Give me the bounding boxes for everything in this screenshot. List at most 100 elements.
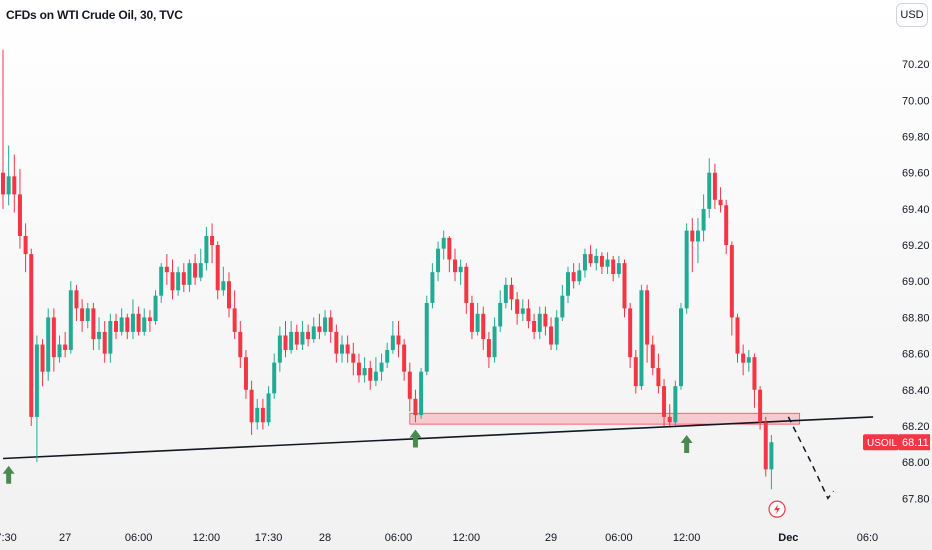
candle xyxy=(436,241,441,282)
candle-body xyxy=(560,295,565,318)
candle xyxy=(356,353,361,383)
price-tag-bg xyxy=(899,434,930,451)
candle-body xyxy=(639,290,644,387)
candle-body xyxy=(718,199,723,206)
candle xyxy=(362,357,367,383)
candle-body xyxy=(147,317,152,322)
candle-body xyxy=(232,308,237,332)
candle xyxy=(662,378,667,426)
support-zone-layer xyxy=(409,412,801,425)
time-tick-label: 12:00 xyxy=(193,532,221,544)
candle xyxy=(707,158,712,218)
price-tick-label: 67.80 xyxy=(902,493,930,505)
candle xyxy=(628,302,633,369)
candle xyxy=(379,353,384,381)
chart-title: CFDs on WTI Crude Oil, 30, TVC xyxy=(6,8,183,22)
candle xyxy=(328,310,333,343)
candle xyxy=(396,321,401,358)
candle-body xyxy=(594,255,599,264)
candle xyxy=(458,259,463,285)
candle xyxy=(221,266,226,296)
candle-body xyxy=(289,331,294,350)
candle-body xyxy=(464,266,469,303)
time-tick-label: 06:00 xyxy=(385,532,413,544)
candle xyxy=(503,277,508,309)
candle-body xyxy=(509,284,514,300)
candle-body xyxy=(673,386,678,423)
candle-body xyxy=(294,331,299,345)
candle-body xyxy=(622,263,627,309)
candle xyxy=(650,335,655,376)
candle xyxy=(724,199,729,255)
candle-body xyxy=(187,263,192,285)
candle xyxy=(345,335,350,363)
candle xyxy=(554,310,559,350)
candle-body xyxy=(498,302,503,327)
candle xyxy=(667,404,672,426)
candle xyxy=(679,302,683,390)
candle xyxy=(424,295,429,376)
candle xyxy=(639,284,644,390)
candle-body xyxy=(260,407,265,423)
candle xyxy=(368,360,373,390)
candle-body xyxy=(119,317,124,332)
time-tick-label: 17:30 xyxy=(0,532,17,544)
time-tick-label: 17:30 xyxy=(255,532,283,544)
candle xyxy=(176,266,181,296)
candle xyxy=(430,263,435,309)
candle xyxy=(695,217,700,264)
candle-body xyxy=(306,331,311,340)
candle xyxy=(294,324,299,350)
candle-body xyxy=(520,308,525,314)
candle xyxy=(272,353,277,399)
candle xyxy=(119,308,124,336)
candle-body xyxy=(323,317,328,332)
candle xyxy=(311,317,316,343)
candle xyxy=(469,295,474,340)
time-tick-label: 06:0 xyxy=(857,532,878,544)
candle-body xyxy=(153,295,158,322)
candle xyxy=(80,299,85,332)
candle-body xyxy=(51,317,56,358)
candle xyxy=(181,263,186,293)
candle-body xyxy=(210,236,215,246)
candle xyxy=(441,230,446,260)
candle-body xyxy=(735,317,740,354)
candle-body xyxy=(413,398,418,416)
candle-body xyxy=(537,313,542,332)
candle-body xyxy=(198,263,203,278)
candle-body xyxy=(379,362,384,372)
candle-body xyxy=(453,259,457,273)
candle-body xyxy=(532,321,537,332)
candle xyxy=(260,398,265,430)
candle-body xyxy=(650,344,655,369)
price-tick-label: 69.60 xyxy=(902,168,930,180)
candle xyxy=(114,313,118,340)
candle xyxy=(57,335,62,363)
lightning-bolt-icon xyxy=(774,504,781,515)
candle-body xyxy=(311,326,316,340)
price-tick-label: 70.00 xyxy=(902,95,930,107)
time-axis: 17:30 27 06:00 12:00 17:30 28 06:00 12:00 29 06:0… xyxy=(0,532,878,544)
currency-button[interactable]: USD xyxy=(896,3,928,27)
candle-body xyxy=(80,308,85,322)
candle-body xyxy=(23,236,28,255)
candle xyxy=(170,259,175,300)
candle xyxy=(571,263,576,289)
candle-body xyxy=(215,245,220,291)
candle-body xyxy=(249,389,254,423)
candle-body xyxy=(300,331,305,345)
candle xyxy=(85,302,90,329)
candle-body xyxy=(515,299,520,314)
candle xyxy=(453,248,457,282)
candle-body xyxy=(526,308,531,322)
candle-body xyxy=(97,331,102,340)
candle xyxy=(46,308,51,381)
candle xyxy=(187,259,192,293)
candle xyxy=(238,321,243,369)
forecast-path xyxy=(787,416,835,500)
candle xyxy=(102,321,107,363)
candle xyxy=(306,324,311,347)
